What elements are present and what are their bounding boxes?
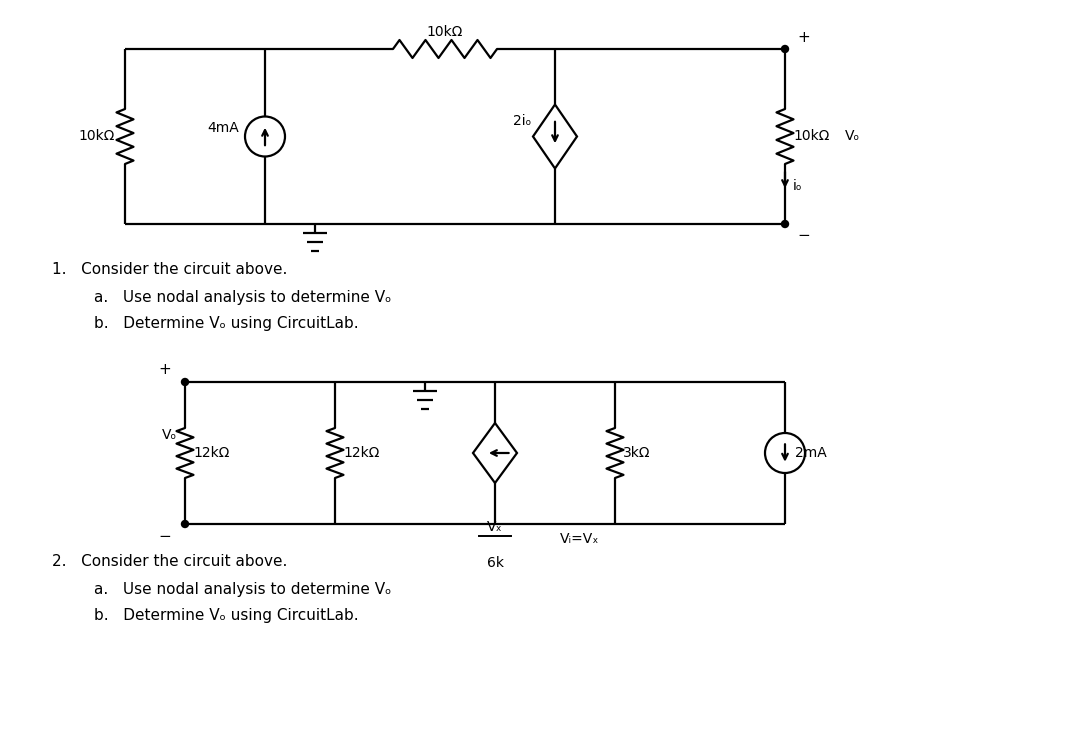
Text: a.   Use nodal analysis to determine Vₒ: a. Use nodal analysis to determine Vₒ (94, 290, 391, 305)
Text: 10kΩ: 10kΩ (79, 129, 114, 144)
Text: b.   Determine Vₒ using CircuitLab.: b. Determine Vₒ using CircuitLab. (94, 316, 359, 331)
Text: 2mA: 2mA (795, 446, 827, 460)
Text: Vₓ: Vₓ (487, 520, 503, 534)
Text: 10kΩ: 10kΩ (427, 25, 463, 39)
Text: −: − (159, 529, 172, 544)
Text: iₒ: iₒ (793, 179, 802, 193)
Circle shape (782, 220, 788, 228)
Text: 2iₒ: 2iₒ (513, 115, 531, 128)
Text: 6k: 6k (486, 556, 503, 570)
Circle shape (181, 379, 189, 385)
Text: a.   Use nodal analysis to determine Vₒ: a. Use nodal analysis to determine Vₒ (94, 582, 391, 597)
Text: 1.   Consider the circuit above.: 1. Consider the circuit above. (52, 262, 287, 277)
Text: 10kΩ: 10kΩ (793, 129, 829, 144)
Text: +: + (797, 30, 810, 45)
Text: b.   Determine Vₒ using CircuitLab.: b. Determine Vₒ using CircuitLab. (94, 608, 359, 623)
Text: +: + (159, 362, 172, 377)
Text: Vₒ: Vₒ (845, 129, 861, 144)
Text: 3kΩ: 3kΩ (623, 446, 650, 460)
Text: Vᵢ=Vₓ: Vᵢ=Vₓ (561, 532, 599, 546)
Text: 12kΩ: 12kΩ (343, 446, 379, 460)
Text: −: − (797, 228, 810, 243)
Circle shape (782, 46, 788, 53)
Text: 4mA: 4mA (207, 122, 239, 136)
Text: 12kΩ: 12kΩ (193, 446, 229, 460)
Text: Vₒ: Vₒ (162, 428, 177, 442)
Circle shape (181, 520, 189, 528)
Text: 2.   Consider the circuit above.: 2. Consider the circuit above. (52, 554, 287, 569)
